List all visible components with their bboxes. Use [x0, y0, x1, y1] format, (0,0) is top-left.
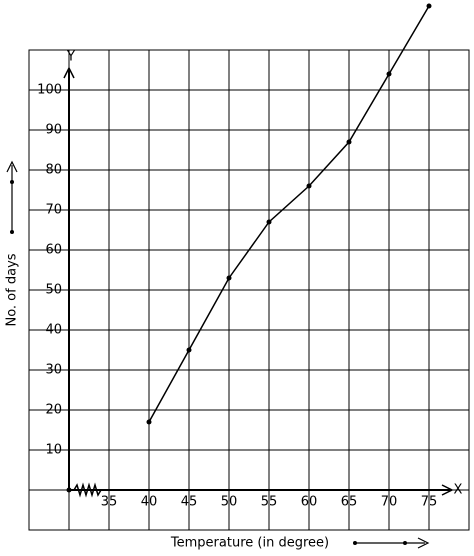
- dot: [353, 541, 357, 545]
- y-tick-label: 30: [45, 363, 62, 378]
- line: [148, 5, 430, 423]
- axis-break: [73, 482, 102, 498]
- x-tick-label: 50: [221, 495, 238, 510]
- point: [386, 71, 392, 77]
- x-tick-label: 70: [381, 495, 398, 510]
- y-tick-label: 60: [45, 243, 62, 258]
- point: [346, 139, 352, 145]
- point: [266, 219, 272, 225]
- x-tick-label: 45: [181, 495, 198, 510]
- y-arrow: [63, 66, 75, 79]
- y-tick-label: 40: [45, 323, 62, 338]
- dot: [10, 230, 14, 234]
- y-tick-label: 80: [45, 163, 62, 178]
- y-tick-label: 10: [45, 443, 62, 458]
- origin: [66, 487, 72, 493]
- y-axis-label: No. of days: [5, 253, 20, 326]
- point: [146, 419, 152, 425]
- x-tick-label: 40: [141, 495, 158, 510]
- y-label-arrowhead: [6, 160, 18, 173]
- point: [426, 3, 432, 9]
- x-axis-name: X: [454, 483, 463, 498]
- x-arrow: [441, 484, 454, 496]
- x-tick-label: 55: [261, 495, 278, 510]
- x-tick-label: 75: [421, 495, 438, 510]
- x-tick-label: 35: [101, 495, 118, 510]
- point: [186, 347, 192, 353]
- y-tick-label: 20: [45, 403, 62, 418]
- point: [306, 183, 312, 189]
- x-axis-label: Temperature (in degree): [170, 536, 329, 551]
- y-axis-name: Y: [66, 50, 75, 65]
- x-tick-label: 65: [341, 495, 358, 510]
- y-tick-label: 50: [45, 283, 62, 298]
- x-label-arrowhead: [417, 537, 430, 549]
- point: [226, 275, 232, 281]
- x-tick-label: 60: [301, 495, 318, 510]
- grid: [28, 49, 470, 531]
- dot: [403, 541, 407, 545]
- y-tick-label: 70: [45, 203, 62, 218]
- y-tick-label: 100: [37, 83, 62, 98]
- y-tick-label: 90: [45, 123, 62, 138]
- dot: [10, 180, 14, 184]
